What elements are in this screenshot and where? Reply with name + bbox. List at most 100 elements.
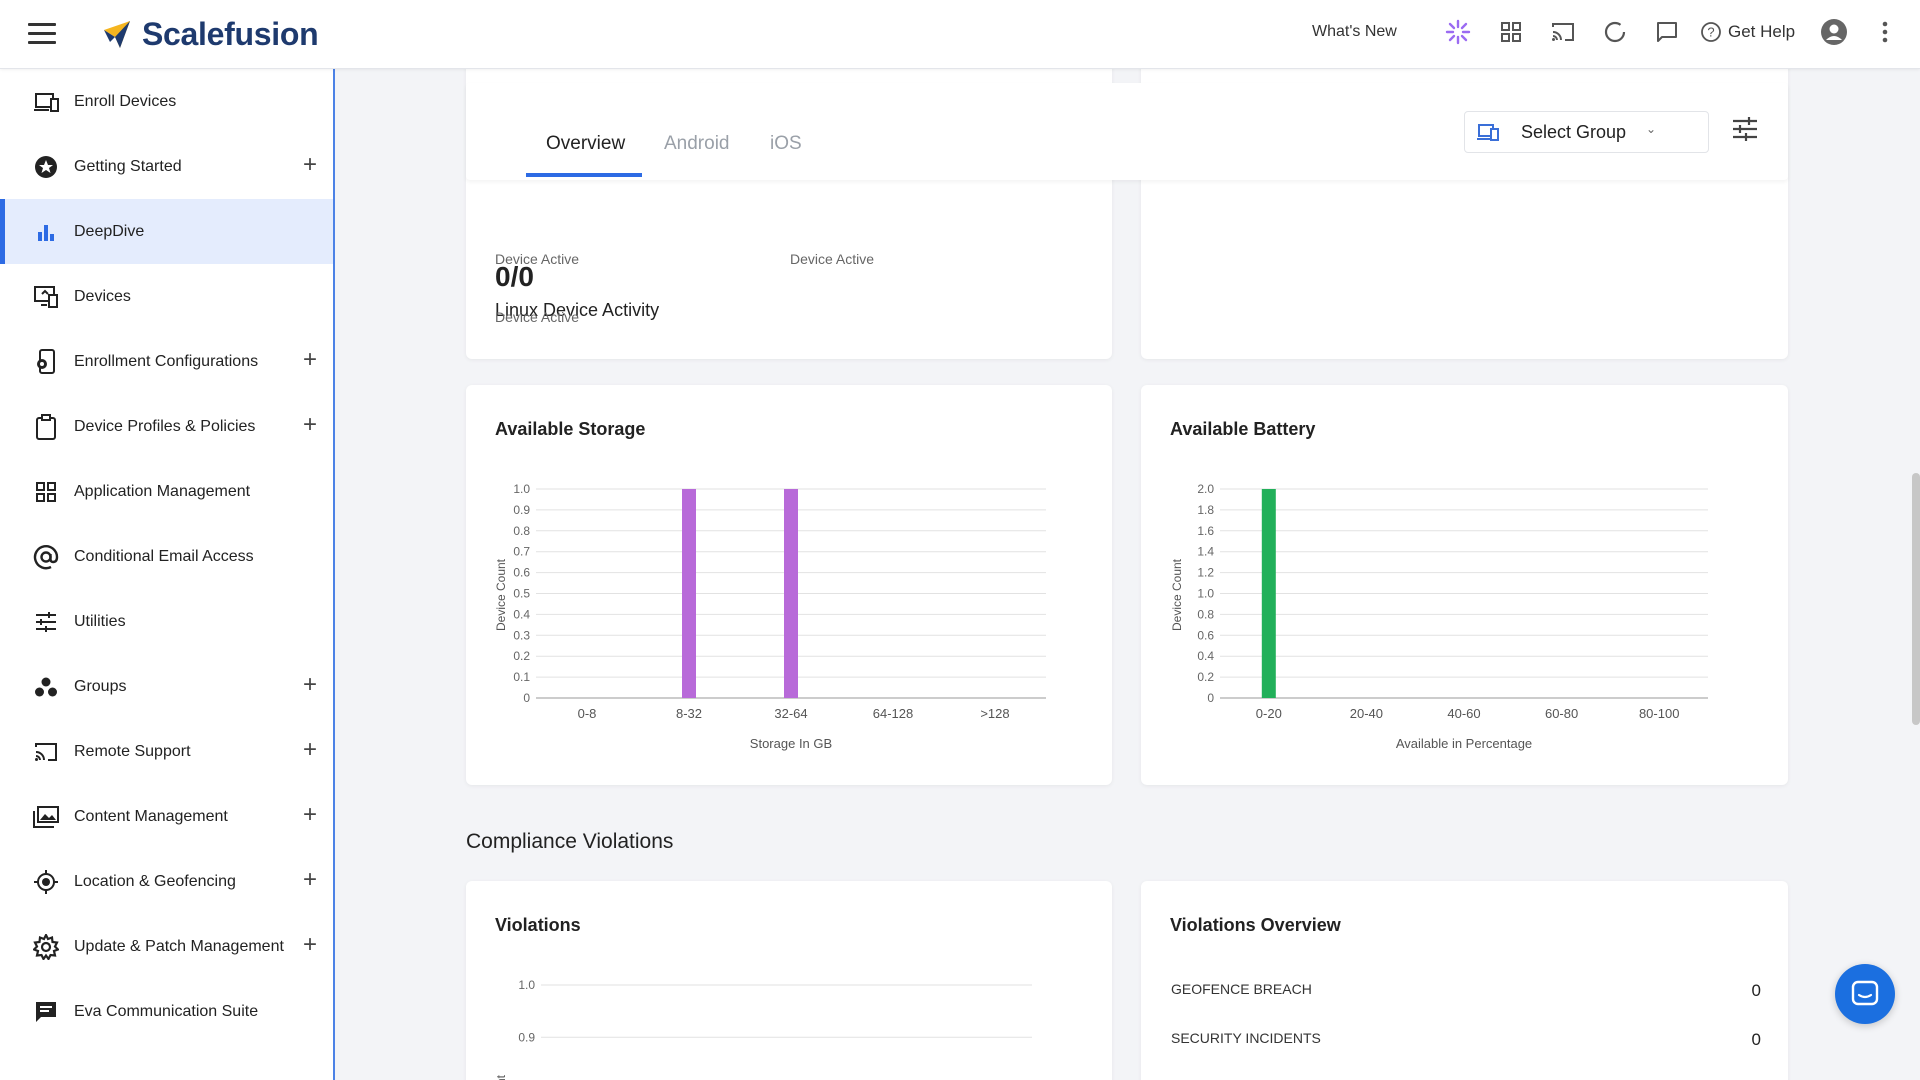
y-tick-label: 1.0 bbox=[513, 482, 530, 496]
svg-text:?: ? bbox=[1707, 25, 1714, 40]
violation-label: GEOFENCE BREACH bbox=[1171, 981, 1312, 997]
device-active-label: Device Active bbox=[790, 251, 875, 267]
chat-bubble-icon bbox=[1851, 980, 1879, 1006]
sidebar-item-label: Groups bbox=[74, 677, 127, 695]
x-tick-label: 32-64 bbox=[774, 706, 807, 721]
sparkle-icon[interactable] bbox=[1444, 18, 1472, 46]
expand-plus-icon[interactable]: + bbox=[302, 411, 317, 438]
cast-icon bbox=[32, 738, 60, 766]
expand-plus-icon[interactable]: + bbox=[302, 151, 317, 178]
expand-plus-icon[interactable]: + bbox=[302, 346, 317, 373]
expand-plus-icon[interactable]: + bbox=[302, 931, 317, 958]
tab-overview[interactable]: Overview bbox=[546, 133, 626, 154]
page-scrollbar[interactable] bbox=[1912, 473, 1920, 725]
device-active-label: Device Active bbox=[495, 251, 580, 267]
bar[interactable] bbox=[682, 489, 696, 698]
sidebar-item-deepdive[interactable]: DeepDive bbox=[0, 199, 333, 264]
y-tick-label: 0.8 bbox=[513, 524, 530, 538]
y-tick-label: 1.2 bbox=[1197, 566, 1214, 580]
linux-activity-title: Linux Device Activity bbox=[495, 300, 660, 320]
cast-icon[interactable] bbox=[1549, 18, 1577, 46]
sidebar-item-utilities[interactable]: Utilities bbox=[0, 589, 333, 654]
x-axis-label: Storage In GB bbox=[750, 736, 832, 751]
get-help-button[interactable]: ? Get Help bbox=[1700, 21, 1795, 43]
sidebar-item-eva-communication-suite[interactable]: Eva Communication Suite bbox=[0, 979, 333, 1044]
x-tick-label: 0-20 bbox=[1256, 706, 1282, 721]
y-axis-label: Device Count bbox=[1170, 558, 1184, 631]
expand-plus-icon[interactable]: + bbox=[302, 736, 317, 763]
sidebar-item-label: Eva Communication Suite bbox=[74, 1002, 259, 1020]
filter-settings-icon[interactable] bbox=[1732, 117, 1760, 143]
sidebar-item-enroll-devices[interactable]: Enroll Devices bbox=[0, 69, 333, 134]
apps-grid-icon bbox=[32, 478, 60, 506]
devices-group-icon bbox=[1477, 124, 1499, 141]
sidebar-item-label: Remote Support bbox=[74, 742, 191, 760]
bar[interactable] bbox=[1261, 489, 1276, 698]
apps-grid-icon[interactable] bbox=[1497, 18, 1525, 46]
expand-plus-icon[interactable]: + bbox=[302, 801, 317, 828]
sync-circle-icon[interactable] bbox=[1601, 18, 1629, 46]
card-title: Violations bbox=[495, 915, 581, 935]
select-group-label: Select Group bbox=[1521, 121, 1627, 142]
sidebar-item-enrollment-configurations[interactable]: Enrollment Configurations + bbox=[0, 329, 333, 394]
sidebar-item-remote-support[interactable]: Remote Support + bbox=[0, 719, 333, 784]
y-tick-label: 0.6 bbox=[1197, 628, 1214, 642]
y-tick-label: 1.4 bbox=[1197, 545, 1214, 559]
whats-new-link[interactable]: What's New bbox=[1312, 23, 1397, 40]
tab-ios[interactable]: iOS bbox=[770, 133, 802, 154]
y-axis-label: Device Count bbox=[494, 558, 508, 631]
y-tick-label: 0.5 bbox=[513, 587, 530, 601]
sidebar-item-application-management[interactable]: Application Management bbox=[0, 459, 333, 524]
x-tick-label: 64-128 bbox=[873, 706, 913, 721]
tab-android[interactable]: Android bbox=[664, 133, 730, 154]
violation-row-geofence: GEOFENCE BREACH 0 bbox=[1171, 981, 1761, 1001]
sidebar-item-update-patch-management[interactable]: Update & Patch Management + bbox=[0, 914, 333, 979]
sidebar-item-label: Content Management bbox=[74, 807, 228, 825]
brand-name: Scalefusion bbox=[142, 16, 319, 52]
card-title: Available Storage bbox=[495, 419, 646, 439]
expand-plus-icon[interactable]: + bbox=[302, 671, 317, 698]
y-tick-label: 0 bbox=[523, 691, 530, 705]
bar[interactable] bbox=[784, 489, 798, 698]
select-group-dropdown[interactable]: Select Group ⌄ bbox=[1464, 111, 1709, 153]
location-target-icon bbox=[32, 868, 60, 896]
sidebar-item-device-profiles-policies[interactable]: Device Profiles & Policies + bbox=[0, 394, 333, 459]
available-storage-card: Available Storage 1.0 0.9 0.8 0.7 0.6 0.5 0.4 0… bbox=[466, 385, 1112, 785]
sidebar-item-label: Application Management bbox=[74, 482, 251, 500]
account-avatar-icon[interactable] bbox=[1820, 18, 1848, 46]
sidebar-item-groups[interactable]: Groups + bbox=[0, 654, 333, 719]
sidebar-item-location-geofencing[interactable]: Location & Geofencing + bbox=[0, 849, 333, 914]
violations-chart: 1.00.90.8Count bbox=[494, 978, 1032, 1080]
sidebar-item-label: Conditional Email Access bbox=[74, 547, 254, 565]
brand-logo[interactable]: Scalefusion bbox=[100, 16, 319, 53]
photos-icon bbox=[32, 803, 60, 831]
violations-card: Violations 1.00.90.8Count bbox=[466, 881, 1112, 1080]
message-icon[interactable] bbox=[1653, 18, 1681, 46]
scalefusion-logo-icon bbox=[104, 20, 130, 48]
violation-value: 0 bbox=[1751, 1030, 1761, 1049]
y-tick-label: 0.1 bbox=[513, 670, 530, 684]
chevron-down-icon: ⌄ bbox=[1645, 122, 1656, 136]
y-tick-label: 0.7 bbox=[513, 545, 530, 559]
menu-icon[interactable] bbox=[28, 23, 56, 45]
battery-chart: 2.0 1.8 1.6 1.4 1.2 1.0 0.8 0.6 0.4 0.2 0 Device Co… bbox=[1170, 482, 1708, 751]
gear-icon bbox=[32, 933, 60, 961]
support-chat-button[interactable] bbox=[1835, 964, 1895, 1024]
sidebar-item-label: Utilities bbox=[74, 612, 126, 630]
card-title: Violations Overview bbox=[1170, 915, 1341, 935]
sidebar-item-conditional-email-access[interactable]: Conditional Email Access bbox=[0, 524, 333, 589]
more-vertical-icon[interactable] bbox=[1871, 18, 1899, 46]
x-tick-label: 0-8 bbox=[578, 706, 597, 721]
y-tick-label: 0.2 bbox=[1197, 670, 1214, 684]
enroll-devices-icon bbox=[32, 88, 60, 116]
help-circle-icon: ? bbox=[1701, 22, 1721, 42]
sidebar-item-getting-started[interactable]: Getting Started + bbox=[0, 134, 333, 199]
monitor-devices-icon bbox=[32, 283, 60, 311]
expand-plus-icon[interactable]: + bbox=[302, 866, 317, 893]
sidebar-item-devices[interactable]: Devices bbox=[0, 264, 333, 329]
card-title: Available Battery bbox=[1170, 419, 1316, 439]
tab-active-indicator bbox=[526, 173, 642, 177]
top-bar: Scalefusion What's New ? Get Help bbox=[0, 0, 1920, 69]
violations-overview-card: Violations Overview GEOFENCE BREACH 0 SE… bbox=[1141, 881, 1788, 1080]
sidebar-item-content-management[interactable]: Content Management + bbox=[0, 784, 333, 849]
